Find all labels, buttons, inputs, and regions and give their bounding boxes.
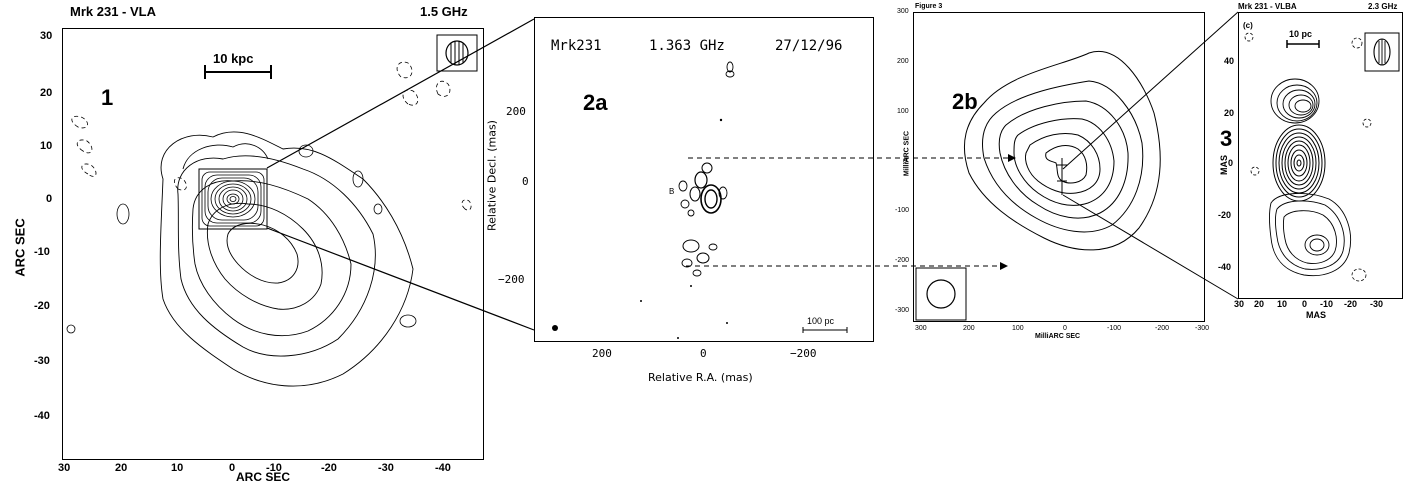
- panel-3-frequency: 2.3 GHz: [1368, 2, 1398, 11]
- panel-2b-xtick: -100: [1107, 325, 1122, 332]
- panel-2b-xtick: -300: [1195, 325, 1210, 332]
- panel-1-ylabel: ARC SEC: [12, 218, 28, 277]
- panel-2b-xtick: 0: [1063, 325, 1067, 332]
- panel-2a-scalebar-label: 100 pc: [807, 316, 835, 326]
- panel-1-ytick: -10: [34, 246, 50, 258]
- panel-1-frequency: 1.5 GHz: [420, 4, 468, 19]
- panel-1-xtick: -20: [321, 462, 337, 474]
- panel-3-ylabel: MAS: [1219, 155, 1229, 175]
- panel-3-scalebar-label: 10 pc: [1289, 29, 1313, 39]
- panel-2b-map: Figure 3 2b 300 200 100 0 -100 -200 -300…: [895, 0, 1220, 360]
- panel-1-xtick: 10: [171, 462, 184, 474]
- panel-2a-source: Mrk231: [551, 38, 602, 54]
- panel-1-ytick: -20: [34, 300, 50, 312]
- panel-2a-date: 27/12/96: [775, 38, 843, 54]
- panel-1-label: 1: [101, 85, 114, 110]
- panel-3-plot-area: (c) 10 pc: [1238, 12, 1403, 299]
- panel-2b-label: 2b: [952, 89, 978, 114]
- panel-2a-ytick: 0: [522, 175, 529, 188]
- panel-3-xtick: -20: [1344, 299, 1358, 309]
- panel-3-ytick: -20: [1218, 210, 1232, 220]
- panel-1-vla-map: Mrk 231 - VLA 1.5 GHz: [0, 0, 490, 484]
- panel-2b-ytick: 200: [897, 58, 909, 65]
- panel-1-xlabel: ARC SEC: [236, 470, 291, 484]
- panel-2b-xtick: 100: [1012, 325, 1024, 332]
- panel-2a-ytick: 200: [506, 105, 526, 118]
- panel-1-xtick: -30: [378, 462, 394, 474]
- panel-3-vlba-map: Mrk 231 - VLBA 2.3 GHz: [1210, 0, 1405, 330]
- panel-1-ytick: 20: [40, 87, 53, 99]
- panel-1-ytick: -30: [34, 355, 50, 367]
- panel-2b-caption: Figure 3: [915, 3, 943, 10]
- panel-1-contour-map: [66, 34, 478, 387]
- panel-3-xtick: 10: [1277, 299, 1288, 309]
- panel-2a-label: 2a: [583, 90, 608, 115]
- panel-1-scalebar-label: 10 kpc: [213, 51, 254, 66]
- panel-1-xtick: 0: [229, 462, 236, 474]
- panel-1-source-title: Mrk 231 - VLA: [70, 4, 156, 19]
- panel-1-ytick: 10: [40, 140, 53, 152]
- panel-2b-ytick: -200: [895, 257, 910, 264]
- panel-3-ytick: 20: [1224, 108, 1235, 118]
- panel-3-xtick: 20: [1254, 299, 1265, 309]
- panel-2b-ytick: 0: [903, 158, 907, 165]
- panel-2a-contour-map: [552, 61, 848, 339]
- panel-3-sublabel: (c): [1243, 21, 1253, 30]
- panel-2a-plot-area: Mrk231 1.363 GHz 27/12/96 2a B 100 pc: [534, 17, 874, 342]
- panel-2b-xlabel: MilliARC SEC: [1035, 333, 1081, 340]
- panel-2a-xtick: 200: [592, 347, 612, 360]
- panel-2b-xtick: -200: [1155, 325, 1170, 332]
- panel-2b-ytick: 100: [897, 108, 909, 115]
- panel-2b-ytick: -100: [895, 207, 910, 214]
- panel-1-xtick: -40: [435, 462, 451, 474]
- panel-2b-ylabel: MilliARC SEC: [903, 130, 911, 177]
- panel-1-xtick: -10: [266, 462, 282, 474]
- panel-1-ytick: 30: [40, 30, 53, 42]
- panel-1-plot-area: 10 kpc 1: [62, 28, 484, 460]
- panel-2a-component-b: B: [669, 187, 675, 196]
- panel-1-xtick: 30: [58, 462, 71, 474]
- panel-3-xlabel: MAS: [1306, 310, 1326, 320]
- panel-2a-xtick: −200: [790, 347, 817, 360]
- panel-2a-xtick: 0: [700, 347, 707, 360]
- panel-2b-xtick: 200: [963, 325, 975, 332]
- panel-3-xtick: -10: [1320, 299, 1334, 309]
- panel-3-ytick: -40: [1218, 262, 1232, 272]
- panel-3-contour-map: [1244, 32, 1400, 282]
- panel-3-xtick: -30: [1370, 299, 1384, 309]
- panel-3-ytick: 40: [1224, 56, 1235, 66]
- panel-2a-frequency: 1.363 GHz: [649, 38, 725, 54]
- panel-3-source: Mrk 231 - VLBA: [1238, 2, 1297, 11]
- panel-3-xtick: 30: [1234, 299, 1245, 309]
- panel-2a-ylabel: Relative Decl. (mas): [485, 120, 499, 231]
- panel-2b-contour-map: [915, 50, 1161, 321]
- panel-2a-map: Mrk231 1.363 GHz 27/12/96 2a B 100 pc 20…: [484, 0, 879, 420]
- panel-1-ytick: 0: [46, 193, 53, 205]
- panel-2b-plot-area: 2b: [913, 12, 1205, 322]
- panel-2b-ytick: -300: [895, 307, 910, 314]
- panel-3-xtick: 0: [1302, 299, 1308, 309]
- panel-2b-xtick: 300: [915, 325, 927, 332]
- panel-2a-xlabel: Relative R.A. (mas): [648, 371, 753, 384]
- panel-2b-ytick: 300: [897, 8, 909, 15]
- panel-1-xtick: 20: [115, 462, 128, 474]
- panel-2a-ytick: −200: [498, 273, 525, 286]
- panel-1-ytick: -40: [34, 410, 50, 422]
